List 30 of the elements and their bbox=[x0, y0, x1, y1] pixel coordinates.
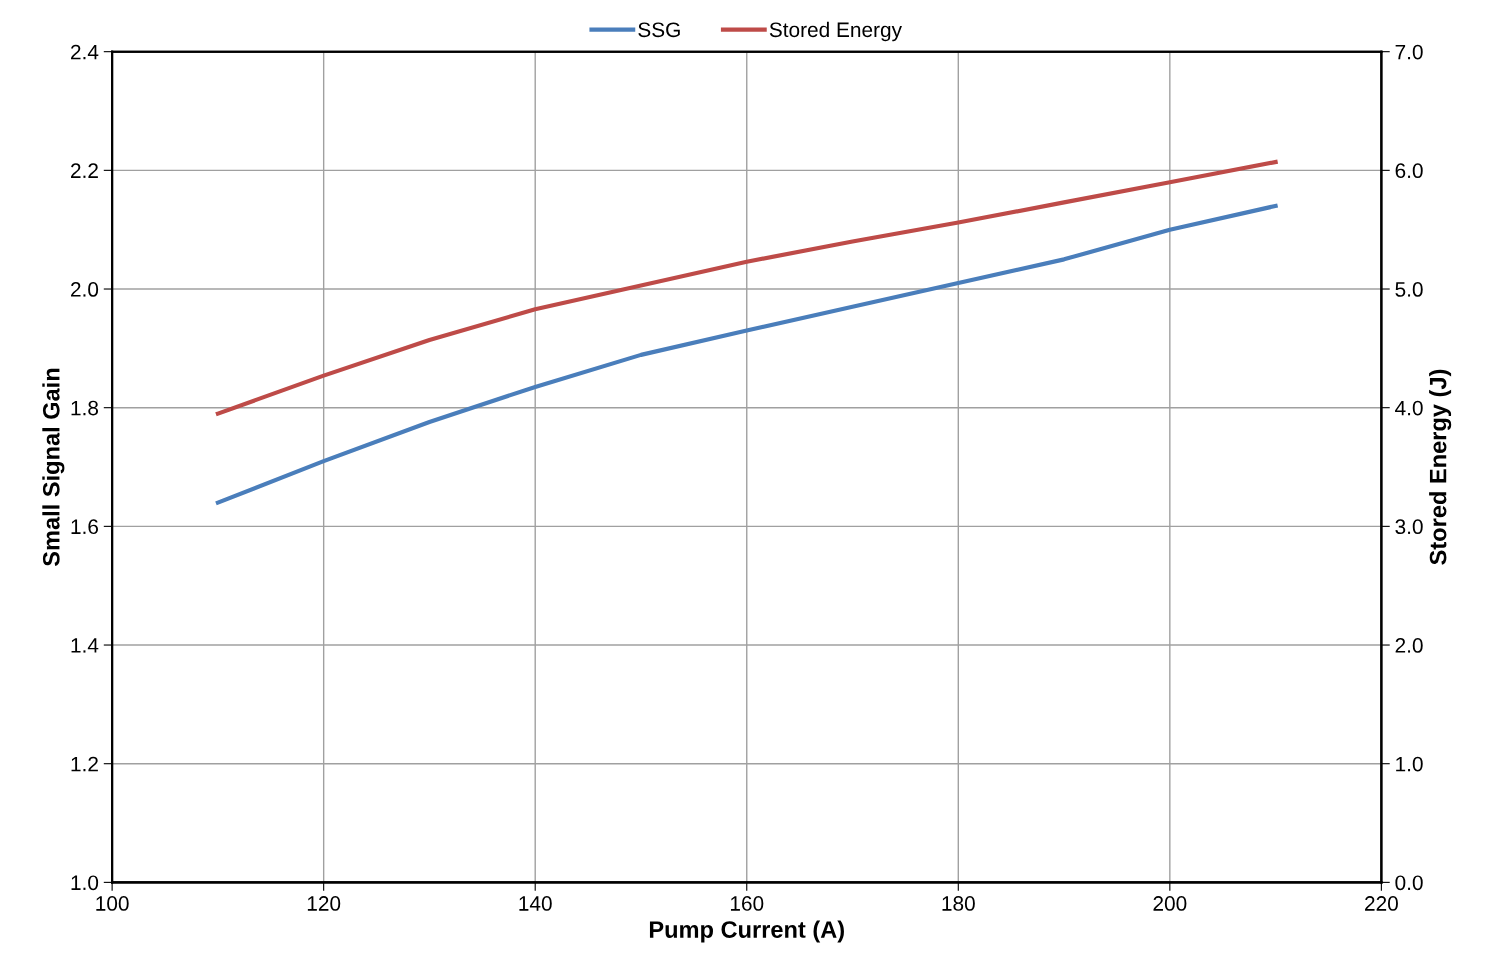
x-tick-label: 100 bbox=[96, 896, 129, 911]
y2-tick-label: 1.0 bbox=[1396, 756, 1423, 772]
y-tick-label: 2.2 bbox=[71, 163, 98, 178]
x-tick-label: 220 bbox=[1365, 896, 1398, 911]
y2-tick-label: 4.0 bbox=[1395, 400, 1423, 416]
line-series bbox=[215, 203, 1278, 505]
y2-axis-title: Stored Energy (J) bbox=[1429, 369, 1452, 565]
y-tick-label: 1.4 bbox=[71, 638, 99, 653]
y-tick-label: 1.8 bbox=[71, 400, 99, 416]
x-tick-label: 200 bbox=[1153, 896, 1187, 911]
y2-tick-label: 5.0 bbox=[1395, 282, 1423, 297]
line-series bbox=[215, 159, 1278, 416]
y-tick-label: 1.0 bbox=[71, 875, 99, 891]
x-tick-label: 180 bbox=[942, 896, 975, 911]
y2-tick-label: 6.0 bbox=[1395, 163, 1423, 179]
y-tick-label: 1.6 bbox=[71, 519, 99, 535]
legend-label: SSG bbox=[638, 22, 680, 38]
y-axis-title: Small Signal Gain bbox=[42, 368, 65, 567]
x-tick-label: 160 bbox=[730, 896, 764, 911]
x-axis-title: Pump Current (A) bbox=[649, 920, 844, 943]
y-tick-label: 2.4 bbox=[71, 44, 99, 60]
y2-tick-label: 7.0 bbox=[1395, 44, 1423, 60]
y2-tick-label: 0.0 bbox=[1395, 875, 1423, 891]
y2-tick-label: 3.0 bbox=[1395, 519, 1423, 535]
y2-tick-label: 2.0 bbox=[1395, 638, 1423, 653]
legend-label: Stored Energy bbox=[769, 21, 902, 42]
x-tick-label: 120 bbox=[307, 896, 341, 911]
x-tick-label: 140 bbox=[519, 896, 552, 911]
y-tick-label: 1.2 bbox=[71, 756, 98, 772]
y-tick-label: 2.0 bbox=[71, 282, 99, 297]
